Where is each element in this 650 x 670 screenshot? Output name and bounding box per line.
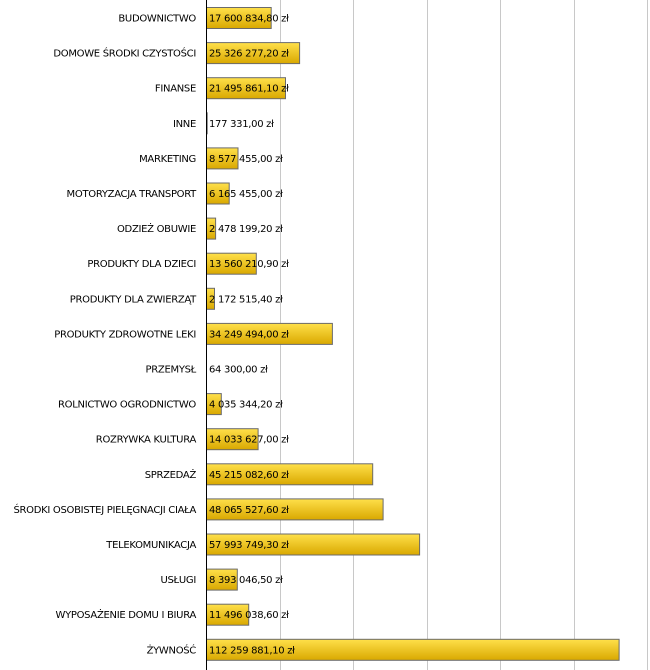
value-label: 25 326 277,20 zł <box>209 49 289 60</box>
category-label: PRODUKTY ZDROWOTNE LEKI <box>54 329 196 340</box>
category-label: WYPOSAŻENIE DOMU I BIURA <box>55 608 196 621</box>
category-label: BUDOWNICTWO <box>118 14 196 25</box>
value-labels: 17 600 834,80 zł 25 326 277,20 zł 21 495 8… <box>209 14 295 657</box>
category-label: FINANSE <box>155 84 196 95</box>
value-label: 57 993 749,30 zł <box>209 540 289 551</box>
category-label: MOTORYZACJA TRANSPORT <box>67 189 198 200</box>
category-label: USŁUGI <box>160 575 196 586</box>
category-label: ŚRODKI OSOBISTEJ PIELĘGNACJI CIAŁA <box>13 503 196 516</box>
category-label: INNE <box>173 119 196 130</box>
category-label: ŻYWNOŚĆ <box>147 643 197 656</box>
value-label: 11 496 038,60 zł <box>209 610 289 621</box>
category-label: ODZIEŻ OBUWIE <box>117 222 196 235</box>
category-label: TELEKOMUNIKACJA <box>105 540 196 551</box>
value-label: 8 577 455,00 zł <box>209 154 283 165</box>
category-label: MARKETING <box>139 154 196 165</box>
value-label: 64 300,00 zł <box>209 365 268 376</box>
value-label: 2 478 199,20 zł <box>209 224 283 235</box>
bars <box>206 7 620 661</box>
value-label: 17 600 834,80 zł <box>209 14 289 25</box>
value-label: 48 065 527,60 zł <box>209 505 289 516</box>
value-label: 112 259 881,10 zł <box>209 645 295 656</box>
category-label: ROLNICTWO OGRODNICTWO <box>58 400 196 411</box>
category-labels: BUDOWNICTWO DOMOWE ŚRODKI CZYSTOŚCI FINANS… <box>13 14 197 657</box>
value-label: 4 035 344,20 zł <box>209 400 283 411</box>
category-label: PRZEMYSŁ <box>146 365 197 376</box>
value-label: 6 165 455,00 zł <box>209 189 283 200</box>
value-label: 14 033 627,00 zł <box>209 435 289 446</box>
value-label: 34 249 494,00 zł <box>209 329 289 340</box>
value-label: 45 215 082,60 zł <box>209 470 289 481</box>
category-label: PRODUKTY DLA DZIECI <box>87 259 196 270</box>
category-label: ROZRYWKA KULTURA <box>96 435 197 446</box>
category-label: DOMOWE ŚRODKI CZYSTOŚCI <box>53 47 196 60</box>
value-label: 2 172 515,40 zł <box>209 294 283 305</box>
category-label: SPRZEDAŻ <box>145 468 197 481</box>
value-label: 177 331,00 zł <box>209 119 274 130</box>
value-label: 8 393 046,50 zł <box>209 575 283 586</box>
category-label: PRODUKTY DLA ZWIERZĄT <box>70 294 197 305</box>
gridlines <box>280 0 648 670</box>
value-label: 13 560 210,90 zł <box>209 259 289 270</box>
value-label: 21 495 861,10 zł <box>209 84 289 95</box>
